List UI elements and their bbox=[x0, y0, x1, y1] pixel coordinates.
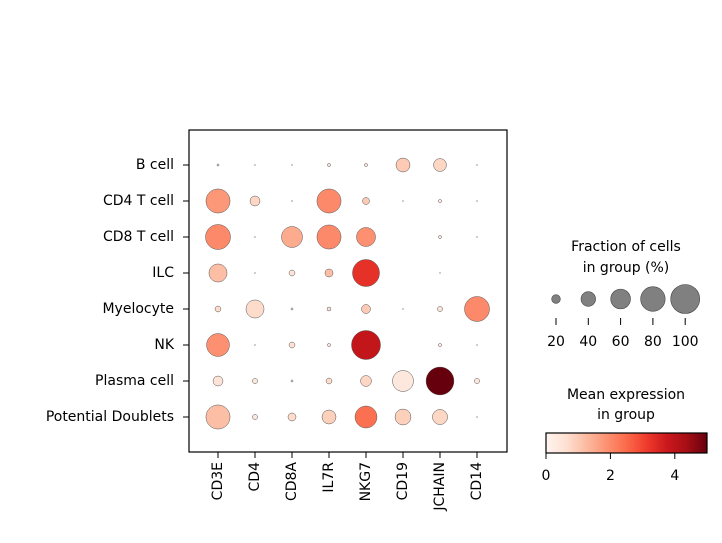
dot bbox=[476, 416, 478, 418]
colorbar-tick-label: 0 bbox=[542, 468, 551, 484]
dot bbox=[360, 375, 372, 387]
y-tick-label: ILC bbox=[152, 265, 174, 281]
dot bbox=[205, 224, 231, 250]
dot bbox=[212, 375, 224, 387]
x-tick-label: NKG7 bbox=[358, 462, 374, 501]
y-tick-label: B cell bbox=[136, 157, 174, 173]
dot bbox=[351, 330, 381, 360]
dot bbox=[208, 263, 228, 283]
dot bbox=[245, 299, 265, 319]
y-tick-label: Plasma cell bbox=[95, 373, 174, 389]
dot bbox=[288, 269, 296, 277]
dot bbox=[326, 306, 332, 312]
plot-frame bbox=[188, 129, 508, 453]
dot bbox=[254, 344, 256, 346]
dot bbox=[361, 304, 371, 314]
dot bbox=[362, 197, 370, 205]
dot bbox=[438, 343, 442, 347]
x-tick-label: CD4 bbox=[247, 462, 263, 492]
dot bbox=[214, 305, 222, 313]
dot bbox=[394, 408, 412, 426]
size-legend-label: 20 bbox=[547, 334, 565, 350]
dot bbox=[437, 306, 443, 312]
y-tick-label: CD8 T cell bbox=[103, 229, 174, 245]
colorbar-title: in group bbox=[597, 407, 655, 423]
dot bbox=[254, 272, 256, 274]
dot bbox=[287, 412, 297, 422]
dot bbox=[432, 409, 448, 425]
dot bbox=[395, 157, 411, 173]
x-tick-label: CD8A bbox=[284, 462, 300, 501]
dot bbox=[474, 378, 480, 384]
dot bbox=[402, 308, 404, 310]
dot bbox=[438, 235, 442, 239]
dot bbox=[464, 296, 490, 322]
size-legend-title: Fraction of cells bbox=[571, 239, 681, 255]
dot bbox=[206, 333, 230, 357]
dot bbox=[288, 341, 296, 349]
dot bbox=[476, 344, 478, 346]
dot bbox=[324, 268, 334, 278]
dot bbox=[438, 199, 442, 203]
dot bbox=[433, 158, 447, 172]
size-legend-title: in group (%) bbox=[583, 260, 670, 276]
dot bbox=[291, 164, 293, 166]
x-tick-label: JCHAIN bbox=[432, 462, 448, 512]
dot bbox=[321, 409, 337, 425]
y-tick-label: NK bbox=[154, 337, 174, 353]
size-legend-label: 60 bbox=[612, 334, 630, 350]
dot bbox=[439, 272, 441, 274]
dot bbox=[290, 307, 294, 311]
dot bbox=[364, 163, 368, 167]
dot bbox=[392, 370, 414, 392]
y-tick-label: Myelocyte bbox=[102, 301, 174, 317]
dot bbox=[325, 377, 333, 385]
dot bbox=[254, 236, 256, 238]
dot bbox=[327, 163, 331, 167]
dot bbox=[254, 164, 256, 166]
dot bbox=[356, 227, 376, 247]
colorbar-title: Mean expression bbox=[567, 387, 685, 403]
size-legend-dot bbox=[551, 294, 561, 304]
size-legend-dot bbox=[640, 286, 666, 312]
dot bbox=[327, 343, 331, 347]
dot bbox=[205, 404, 231, 430]
size-legend-label: 40 bbox=[579, 334, 597, 350]
dot bbox=[425, 366, 455, 396]
dot bbox=[476, 236, 478, 238]
x-tick-label: CD14 bbox=[469, 462, 485, 500]
dot bbox=[354, 405, 378, 429]
dot bbox=[316, 188, 342, 214]
dot bbox=[316, 224, 342, 250]
size-legend-dot bbox=[610, 288, 631, 310]
dot bbox=[205, 188, 231, 214]
x-tick-label: CD19 bbox=[395, 462, 411, 500]
size-legend-dot bbox=[580, 291, 596, 307]
dot bbox=[249, 195, 261, 207]
dot bbox=[216, 163, 220, 167]
dot bbox=[252, 414, 258, 420]
dot bbox=[290, 379, 294, 383]
dot bbox=[352, 259, 380, 287]
dot bbox=[476, 164, 478, 166]
size-legend-label: 100 bbox=[672, 334, 699, 350]
size-legend-label: 80 bbox=[644, 334, 662, 350]
colorbar-tick-label: 2 bbox=[606, 468, 615, 484]
y-tick-label: CD4 T cell bbox=[103, 193, 174, 209]
x-tick-label: IL7R bbox=[321, 462, 337, 493]
colorbar-tick-label: 4 bbox=[670, 468, 679, 484]
size-legend-dot bbox=[670, 284, 701, 314]
dot bbox=[252, 378, 258, 384]
dot bbox=[402, 200, 404, 202]
y-tick-label: Potential Doublets bbox=[46, 409, 174, 425]
dot bbox=[281, 226, 303, 248]
x-tick-label: CD3E bbox=[210, 462, 226, 500]
colorbar bbox=[545, 432, 708, 454]
dot bbox=[476, 200, 478, 202]
dot bbox=[291, 200, 293, 202]
